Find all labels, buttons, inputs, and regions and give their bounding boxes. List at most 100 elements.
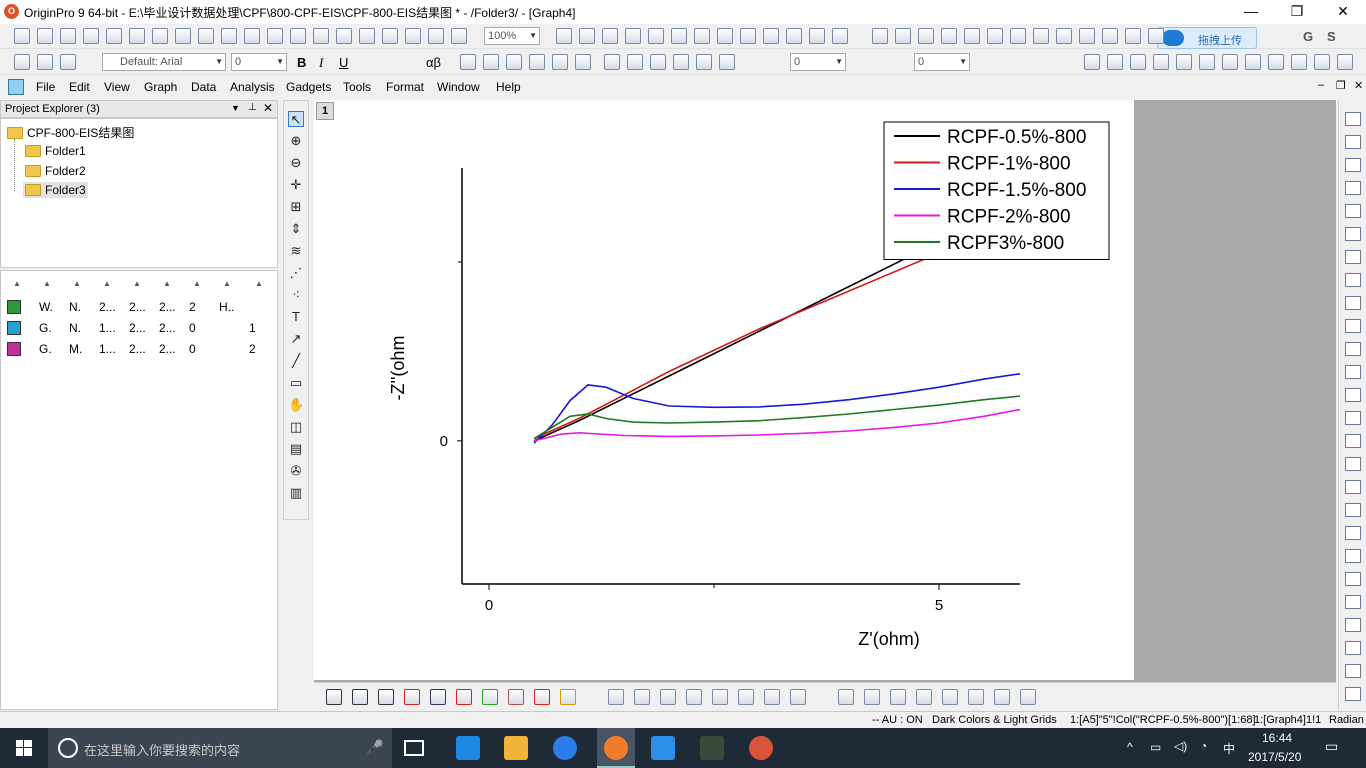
- cloud-upload-button[interactable]: 拖拽上传: [1157, 27, 1257, 49]
- plot-type-icon[interactable]: [326, 689, 342, 705]
- format-button-icon[interactable]: [696, 54, 712, 70]
- toolbar-button-icon[interactable]: [244, 28, 260, 44]
- graph-page[interactable]: 0 5 0 Z'(ohm) -Z''(ohm RCPF-0.5%-800 RCPF-1%-8…: [314, 100, 1134, 680]
- toolbar-button-icon[interactable]: [221, 28, 237, 44]
- toolbar-button-icon[interactable]: [1102, 28, 1118, 44]
- menu-data[interactable]: Data: [191, 80, 217, 94]
- explorer-cell[interactable]: M.: [69, 342, 83, 356]
- line-width-combo[interactable]: 0 ▼: [790, 53, 846, 71]
- format-button-icon[interactable]: [1222, 54, 1238, 70]
- layer-tab[interactable]: 1: [316, 102, 334, 120]
- mdi-restore-button[interactable]: ❐: [1336, 80, 1346, 92]
- plot-type-icon[interactable]: [456, 689, 472, 705]
- taskbar-search[interactable]: 在这里输入你要搜索的内容 🎤: [48, 728, 392, 768]
- explorer-cell[interactable]: 2: [249, 342, 256, 356]
- layout-tool-icon[interactable]: [1345, 388, 1361, 402]
- toolbar-button-icon[interactable]: [987, 28, 1003, 44]
- bold-button[interactable]: B: [297, 55, 307, 70]
- format-button-icon[interactable]: [1130, 54, 1146, 70]
- layout-tool-icon[interactable]: [1345, 227, 1361, 241]
- plot-type-icon[interactable]: [738, 689, 754, 705]
- toolbar-button-icon[interactable]: [1079, 28, 1095, 44]
- mask-icon[interactable]: ⁖: [292, 287, 300, 302]
- format-button-icon[interactable]: [650, 54, 666, 70]
- format-button-icon[interactable]: [1107, 54, 1123, 70]
- toolbar-button-icon[interactable]: [1056, 28, 1072, 44]
- toolbar-button-icon[interactable]: [671, 28, 687, 44]
- menu-help[interactable]: Help: [496, 80, 521, 94]
- toolbar-button-icon[interactable]: [313, 28, 329, 44]
- toolbar-button-icon[interactable]: [175, 28, 191, 44]
- arrow-tool-icon[interactable]: ↗: [290, 331, 302, 346]
- sort-icon[interactable]: ▲: [13, 279, 21, 288]
- graph-window-icon[interactable]: [8, 79, 24, 95]
- plot-type-icon[interactable]: [890, 689, 906, 705]
- toolbar-button-icon[interactable]: [895, 28, 911, 44]
- format-button-icon[interactable]: [60, 54, 76, 70]
- format-button-icon[interactable]: [14, 54, 30, 70]
- explorer-cell[interactable]: H..: [219, 300, 235, 314]
- toolbar-button-icon[interactable]: [405, 28, 421, 44]
- menu-window[interactable]: Window: [437, 80, 480, 94]
- layout-tool-icon[interactable]: [1345, 365, 1361, 379]
- data-reader-icon[interactable]: ⇕: [290, 221, 302, 236]
- menu-graph[interactable]: Graph: [144, 80, 178, 94]
- plot-type-icon[interactable]: [404, 689, 420, 705]
- pin-icon[interactable]: ⊥: [248, 102, 257, 113]
- font-size-combo[interactable]: 0 ▼: [231, 53, 287, 71]
- clock-date[interactable]: 2017/5/20: [1248, 750, 1302, 764]
- menu-file[interactable]: File: [36, 80, 56, 94]
- layout-tool-icon[interactable]: [1345, 687, 1361, 701]
- toolbar-button-icon[interactable]: [786, 28, 802, 44]
- plot-type-icon[interactable]: [560, 689, 576, 705]
- layout-tool-icon[interactable]: [1345, 618, 1361, 632]
- close-button[interactable]: ✕: [1337, 3, 1349, 19]
- explorer-cell[interactable]: G.: [39, 342, 52, 356]
- explorer-cell[interactable]: 2...: [99, 300, 116, 314]
- region-icon[interactable]: ◫: [289, 419, 303, 434]
- toolbar-button-icon[interactable]: [809, 28, 825, 44]
- explorer-cell[interactable]: 2...: [129, 321, 146, 335]
- explorer-cell[interactable]: 0: [189, 342, 196, 356]
- image-viewer-icon[interactable]: [700, 736, 724, 760]
- format-button-icon[interactable]: [719, 54, 735, 70]
- letter-g-button[interactable]: G: [1303, 29, 1314, 44]
- layout-tool-icon[interactable]: [1345, 411, 1361, 425]
- close-icon[interactable]: ✕: [263, 101, 274, 115]
- layout-tool-icon[interactable]: [1345, 549, 1361, 563]
- format-button-icon[interactable]: [37, 54, 53, 70]
- explorer-cell[interactable]: 1: [249, 321, 256, 335]
- toolbar-button-icon[interactable]: [1010, 28, 1026, 44]
- tree-root[interactable]: CPF-800-EIS结果图: [7, 124, 134, 141]
- battery-icon[interactable]: ▭: [1150, 740, 1162, 754]
- wifi-icon[interactable]: ◔: [1200, 739, 1208, 753]
- plot-type-icon[interactable]: [634, 689, 650, 705]
- data-selector-icon[interactable]: ⋰: [289, 265, 303, 280]
- format-button-icon[interactable]: [1314, 54, 1330, 70]
- layout-tool-icon[interactable]: [1345, 296, 1361, 310]
- sort-icon[interactable]: ▲: [73, 279, 81, 288]
- format-button-icon[interactable]: [673, 54, 689, 70]
- origin-lab-icon[interactable]: [749, 736, 773, 760]
- toolbar-button-icon[interactable]: [918, 28, 934, 44]
- plot-type-icon[interactable]: [712, 689, 728, 705]
- layer-icon[interactable]: ▥: [289, 485, 303, 500]
- toolbar-button-icon[interactable]: [694, 28, 710, 44]
- mdi-minimize-button[interactable]: –: [1318, 79, 1325, 91]
- toolbar-button-icon[interactable]: [602, 28, 618, 44]
- format-button-icon[interactable]: [1337, 54, 1353, 70]
- layout-tool-icon[interactable]: [1345, 250, 1361, 264]
- plot-type-icon[interactable]: [660, 689, 676, 705]
- toolbar-button-icon[interactable]: [872, 28, 888, 44]
- plot-type-icon[interactable]: [508, 689, 524, 705]
- format-button-icon[interactable]: [506, 54, 522, 70]
- plot-type-icon[interactable]: [764, 689, 780, 705]
- sort-icon[interactable]: ▲: [223, 279, 231, 288]
- plot-type-icon[interactable]: [790, 689, 806, 705]
- tray-chevron-up-icon[interactable]: ^: [1127, 740, 1133, 754]
- hand-icon[interactable]: ✋: [288, 397, 305, 412]
- plot-type-icon[interactable]: [482, 689, 498, 705]
- font-name-combo[interactable]: Default: Arial ▼: [102, 53, 226, 71]
- layout-tool-icon[interactable]: [1345, 641, 1361, 655]
- ime-indicator[interactable]: 中: [1223, 742, 1236, 756]
